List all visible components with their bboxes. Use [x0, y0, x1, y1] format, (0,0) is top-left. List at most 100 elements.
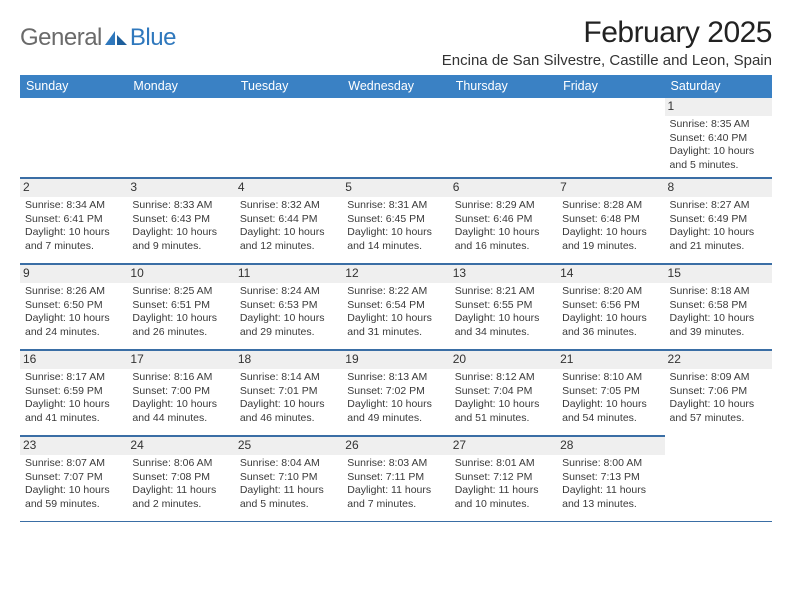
weekday-header: Thursday	[450, 75, 557, 98]
header: General Blue February 2025 Encina de San…	[20, 16, 772, 69]
day-number: 7	[557, 178, 664, 197]
day-details: Sunrise: 8:21 AMSunset: 6:55 PMDaylight:…	[454, 285, 553, 339]
sunset-text: Sunset: 6:50 PM	[25, 299, 122, 312]
day-details: Sunrise: 8:24 AMSunset: 6:53 PMDaylight:…	[239, 285, 338, 339]
day-details: Sunrise: 8:31 AMSunset: 6:45 PMDaylight:…	[346, 199, 445, 253]
daylight-text: Daylight: 10 hours and 19 minutes.	[562, 226, 659, 253]
day-number: 27	[450, 436, 557, 455]
daylight-text: Daylight: 11 hours and 10 minutes.	[455, 484, 552, 511]
daylight-text: Daylight: 10 hours and 49 minutes.	[347, 398, 444, 425]
calendar-cell: 1Sunrise: 8:35 AMSunset: 6:40 PMDaylight…	[665, 98, 772, 178]
day-details: Sunrise: 8:01 AMSunset: 7:12 PMDaylight:…	[454, 457, 553, 511]
day-details: Sunrise: 8:10 AMSunset: 7:05 PMDaylight:…	[561, 371, 660, 425]
sunset-text: Sunset: 6:49 PM	[670, 213, 767, 226]
calendar-cell: 16Sunrise: 8:17 AMSunset: 6:59 PMDayligh…	[20, 350, 127, 436]
sunset-text: Sunset: 7:07 PM	[25, 471, 122, 484]
sunrise-text: Sunrise: 8:27 AM	[670, 199, 767, 212]
day-number: 23	[20, 436, 127, 455]
day-number: 25	[235, 436, 342, 455]
calendar-cell: 11Sunrise: 8:24 AMSunset: 6:53 PMDayligh…	[235, 264, 342, 350]
calendar-cell: 18Sunrise: 8:14 AMSunset: 7:01 PMDayligh…	[235, 350, 342, 436]
calendar-cell: 22Sunrise: 8:09 AMSunset: 7:06 PMDayligh…	[665, 350, 772, 436]
calendar-cell: 27 Sunrise: 8:01 AMSunset: 7:12 PMDayligh…	[450, 436, 557, 522]
sunrise-text: Sunrise: 8:13 AM	[347, 371, 444, 384]
daylight-text: Daylight: 10 hours and 46 minutes.	[240, 398, 337, 425]
day-details: Sunrise: 8:27 AMSunset: 6:49 PMDaylight:…	[669, 199, 768, 253]
day-details: Sunrise: 8:34 AMSunset: 6:41 PMDaylight:…	[24, 199, 123, 253]
day-details: Sunrise: 8:18 AMSunset: 6:58 PMDaylight:…	[669, 285, 768, 339]
day-details: Sunrise: 8:25 AMSunset: 6:51 PMDaylight:…	[131, 285, 230, 339]
sunset-text: Sunset: 7:06 PM	[670, 385, 767, 398]
daylight-text: Daylight: 10 hours and 26 minutes.	[132, 312, 229, 339]
daylight-text: Daylight: 11 hours and 13 minutes.	[562, 484, 659, 511]
sunrise-text: Sunrise: 8:01 AM	[455, 457, 552, 470]
day-number: 5	[342, 178, 449, 197]
sunset-text: Sunset: 7:08 PM	[132, 471, 229, 484]
calendar-cell: 12Sunrise: 8:22 AMSunset: 6:54 PMDayligh…	[342, 264, 449, 350]
day-number: 26	[342, 436, 449, 455]
day-number: 17	[127, 350, 234, 369]
sunrise-text: Sunrise: 8:20 AM	[562, 285, 659, 298]
sunset-text: Sunset: 6:46 PM	[455, 213, 552, 226]
sunset-text: Sunset: 7:04 PM	[455, 385, 552, 398]
day-number: 14	[557, 264, 664, 283]
day-details: Sunrise: 8:04 AMSunset: 7:10 PMDaylight:…	[239, 457, 338, 511]
day-number: 18	[235, 350, 342, 369]
sunset-text: Sunset: 6:48 PM	[562, 213, 659, 226]
weekday-header: Monday	[127, 75, 234, 98]
calendar-cell: 20Sunrise: 8:12 AMSunset: 7:04 PMDayligh…	[450, 350, 557, 436]
day-details: Sunrise: 8:13 AMSunset: 7:02 PMDaylight:…	[346, 371, 445, 425]
day-details: Sunrise: 8:12 AMSunset: 7:04 PMDaylight:…	[454, 371, 553, 425]
weekday-header: Saturday	[665, 75, 772, 98]
sunrise-text: Sunrise: 8:00 AM	[562, 457, 659, 470]
sunset-text: Sunset: 7:10 PM	[240, 471, 337, 484]
weekday-header: Wednesday	[342, 75, 449, 98]
day-number: 16	[20, 350, 127, 369]
daylight-text: Daylight: 10 hours and 9 minutes.	[132, 226, 229, 253]
daylight-text: Daylight: 11 hours and 2 minutes.	[132, 484, 229, 511]
calendar-cell: 2Sunrise: 8:34 AMSunset: 6:41 PMDaylight…	[20, 178, 127, 264]
sunrise-text: Sunrise: 8:29 AM	[455, 199, 552, 212]
day-details: Sunrise: 8:16 AMSunset: 7:00 PMDaylight:…	[131, 371, 230, 425]
calendar-cell: 6Sunrise: 8:29 AMSunset: 6:46 PMDaylight…	[450, 178, 557, 264]
sunset-text: Sunset: 7:11 PM	[347, 471, 444, 484]
sunset-text: Sunset: 7:05 PM	[562, 385, 659, 398]
sunrise-text: Sunrise: 8:33 AM	[132, 199, 229, 212]
calendar-cell	[235, 98, 342, 178]
day-number: 12	[342, 264, 449, 283]
calendar-cell	[20, 98, 127, 178]
sunset-text: Sunset: 6:53 PM	[240, 299, 337, 312]
day-details: Sunrise: 8:29 AMSunset: 6:46 PMDaylight:…	[454, 199, 553, 253]
calendar-body: 1Sunrise: 8:35 AMSunset: 6:40 PMDaylight…	[20, 98, 772, 522]
sunrise-text: Sunrise: 8:35 AM	[670, 118, 767, 131]
sunrise-text: Sunrise: 8:12 AM	[455, 371, 552, 384]
day-details: Sunrise: 8:00 AMSunset: 7:13 PMDaylight:…	[561, 457, 660, 511]
daylight-text: Daylight: 10 hours and 21 minutes.	[670, 226, 767, 253]
daylight-text: Daylight: 10 hours and 34 minutes.	[455, 312, 552, 339]
daylight-text: Daylight: 10 hours and 7 minutes.	[25, 226, 122, 253]
sunset-text: Sunset: 7:02 PM	[347, 385, 444, 398]
calendar-week-row: 9Sunrise: 8:26 AMSunset: 6:50 PMDaylight…	[20, 264, 772, 350]
sunrise-text: Sunrise: 8:03 AM	[347, 457, 444, 470]
sunset-text: Sunset: 6:56 PM	[562, 299, 659, 312]
day-number: 19	[342, 350, 449, 369]
sunrise-text: Sunrise: 8:06 AM	[132, 457, 229, 470]
sunrise-text: Sunrise: 8:18 AM	[670, 285, 767, 298]
day-number: 8	[665, 178, 772, 197]
day-number: 24	[127, 436, 234, 455]
calendar-cell: 21Sunrise: 8:10 AMSunset: 7:05 PMDayligh…	[557, 350, 664, 436]
sunrise-text: Sunrise: 8:22 AM	[347, 285, 444, 298]
daylight-text: Daylight: 10 hours and 14 minutes.	[347, 226, 444, 253]
brand-right: Blue	[130, 24, 176, 52]
daylight-text: Daylight: 10 hours and 31 minutes.	[347, 312, 444, 339]
day-number: 3	[127, 178, 234, 197]
sunrise-text: Sunrise: 8:04 AM	[240, 457, 337, 470]
day-details: Sunrise: 8:32 AMSunset: 6:44 PMDaylight:…	[239, 199, 338, 253]
calendar-cell: 3 Sunrise: 8:33 AMSunset: 6:43 PMDaylight…	[127, 178, 234, 264]
calendar-week-row: 16Sunrise: 8:17 AMSunset: 6:59 PMDayligh…	[20, 350, 772, 436]
sunset-text: Sunset: 7:12 PM	[455, 471, 552, 484]
calendar-cell: 4Sunrise: 8:32 AMSunset: 6:44 PMDaylight…	[235, 178, 342, 264]
day-details: Sunrise: 8:33 AMSunset: 6:43 PMDaylight:…	[131, 199, 230, 253]
calendar-cell	[127, 98, 234, 178]
calendar-cell	[450, 98, 557, 178]
